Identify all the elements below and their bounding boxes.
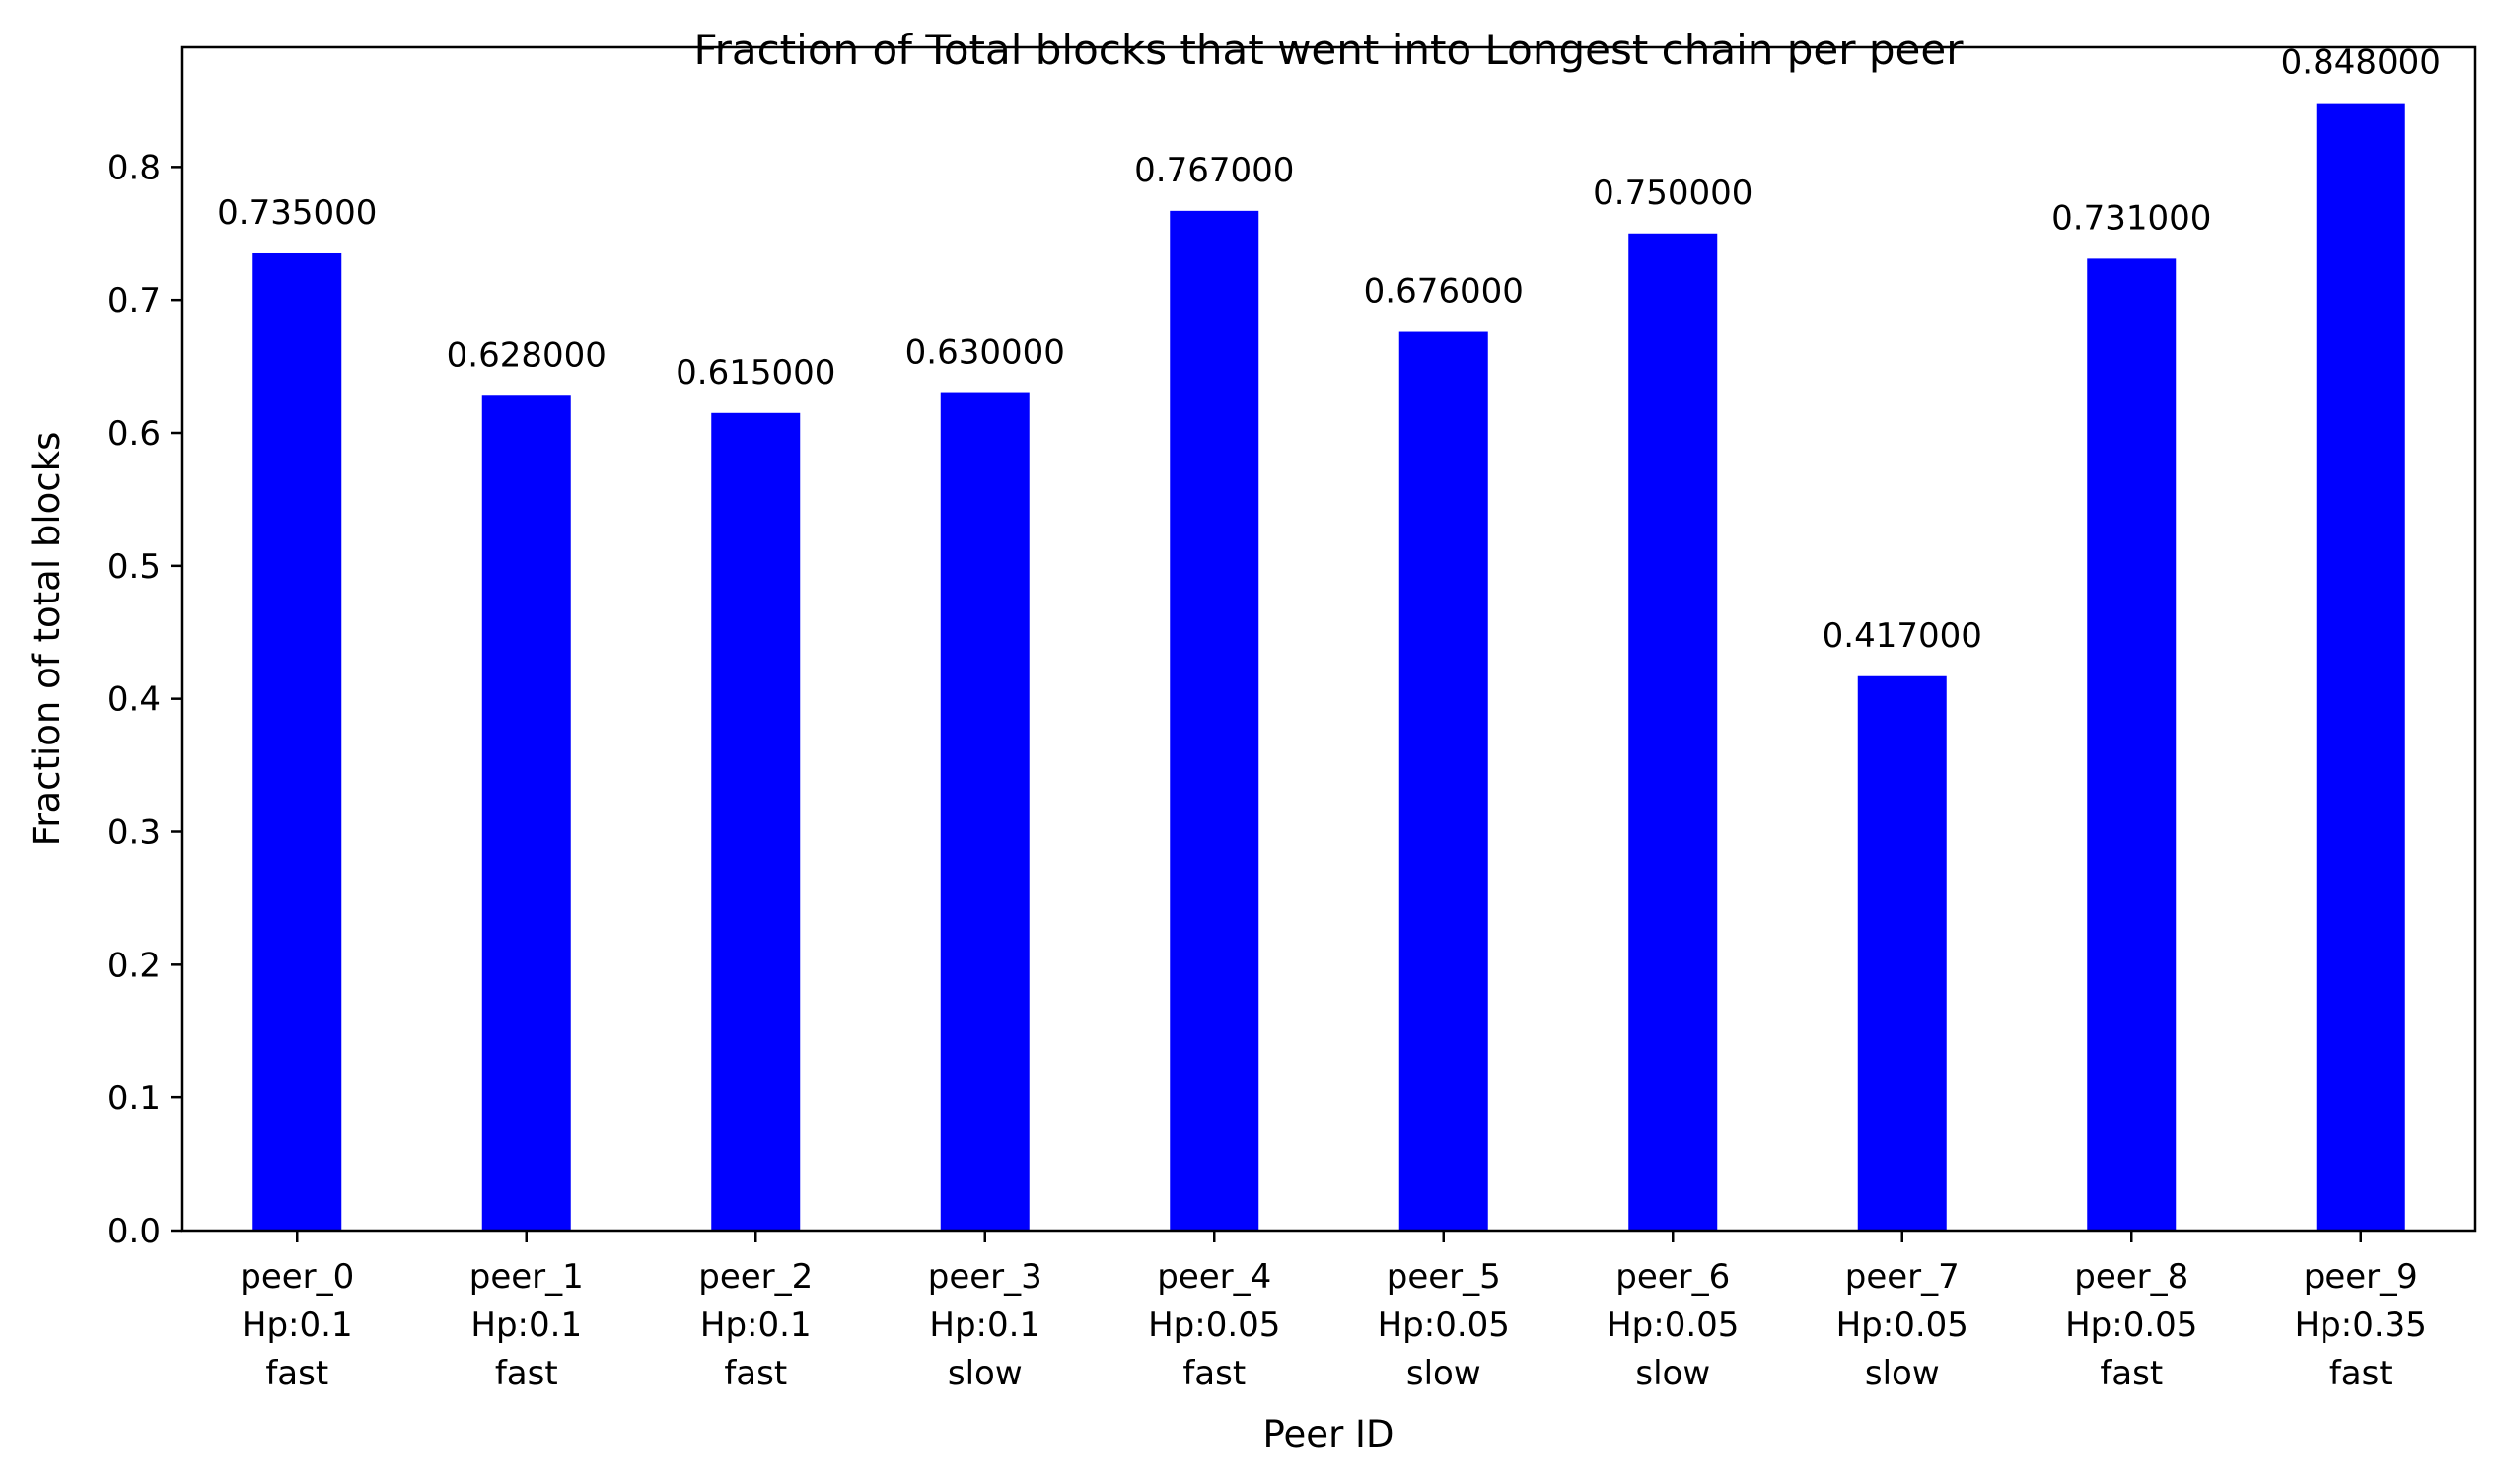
bar-6 xyxy=(1628,233,1718,1231)
x-tick-label-9-0: peer_9 xyxy=(2304,1257,2418,1297)
x-tick-label-2-0: peer_2 xyxy=(698,1257,813,1297)
data-label-3: 0.630000 xyxy=(905,333,1065,373)
y-tick-label-8: 0.8 xyxy=(107,148,161,187)
data-label-6: 0.750000 xyxy=(1593,174,1753,213)
bar-7 xyxy=(1857,675,1947,1231)
x-axis: peer_0 Hp:0.1 fast peer_1 Hp:0.1 fast peer_2 Hp… xyxy=(240,1231,2427,1393)
data-label-0: 0.735000 xyxy=(217,193,377,233)
x-tick-label-5-0: peer_5 xyxy=(1387,1257,1501,1297)
data-label-2: 0.615000 xyxy=(676,353,835,392)
bar-5 xyxy=(1398,331,1488,1232)
x-tick-label-3-1: Hp:0.1 xyxy=(929,1306,1040,1345)
x-tick-label-4-0: peer_4 xyxy=(1157,1257,1271,1297)
x-tick-label-0-2: fast xyxy=(265,1354,328,1393)
x-tick-label-2-2: fast xyxy=(724,1354,787,1393)
x-axis-label: Peer ID xyxy=(1263,1413,1395,1455)
y-axis-label: Fraction of total blocks xyxy=(26,432,68,847)
x-tick-label-6-1: Hp:0.05 xyxy=(1607,1306,1739,1345)
bar-8 xyxy=(2087,258,2177,1231)
x-tick-label-3-0: peer_3 xyxy=(928,1257,1042,1297)
chart-title: Fraction of Total blocks that went into … xyxy=(693,26,1964,74)
x-tick-label-0-1: Hp:0.1 xyxy=(242,1306,353,1345)
x-tick-label-1-2: fast xyxy=(495,1354,558,1393)
x-tick-label-9-1: Hp:0.35 xyxy=(2295,1306,2427,1345)
x-tick-label-8-2: fast xyxy=(2100,1354,2163,1393)
x-tick-label-0-0: peer_0 xyxy=(240,1257,354,1297)
y-tick-label-6: 0.6 xyxy=(107,414,161,454)
bar-1 xyxy=(481,395,571,1231)
x-tick-label-4-1: Hp:0.05 xyxy=(1148,1306,1280,1345)
data-label-9: 0.848000 xyxy=(2281,43,2441,83)
bars-layer xyxy=(252,103,2405,1232)
data-labels-layer: 0.735000 0.628000 0.615000 0.630000 0.767000… xyxy=(217,43,2441,656)
y-tick-label-3: 0.3 xyxy=(107,813,161,853)
x-tick-label-1-1: Hp:0.1 xyxy=(470,1306,582,1345)
x-tick-label-4-2: fast xyxy=(1182,1354,1246,1393)
y-tick-label-7: 0.7 xyxy=(107,281,161,320)
x-tick-label-8-1: Hp:0.05 xyxy=(2065,1306,2197,1345)
data-label-8: 0.731000 xyxy=(2051,198,2211,238)
y-axis: 0.0 0.1 0.2 0.3 0.4 0.5 0.6 0.7 0.8 xyxy=(107,148,182,1251)
bar-0 xyxy=(252,252,342,1231)
x-tick-label-9-2: fast xyxy=(2329,1354,2393,1393)
y-tick-label-2: 0.2 xyxy=(107,946,161,985)
x-tick-label-6-0: peer_6 xyxy=(1615,1257,1730,1297)
bar-4 xyxy=(1170,210,1259,1232)
y-tick-label-4: 0.4 xyxy=(107,680,161,720)
bar-9 xyxy=(2316,103,2405,1232)
x-tick-label-1-0: peer_1 xyxy=(469,1257,584,1297)
bar-2 xyxy=(711,412,801,1232)
x-tick-label-5-1: Hp:0.05 xyxy=(1378,1306,1510,1345)
x-tick-label-3-2: slow xyxy=(948,1354,1023,1393)
plot-frame xyxy=(180,45,2477,1233)
data-label-1: 0.628000 xyxy=(447,335,607,375)
x-tick-label-7-2: slow xyxy=(1865,1354,1940,1393)
data-label-5: 0.676000 xyxy=(1364,272,1524,312)
x-tick-label-7-1: Hp:0.05 xyxy=(1836,1306,1968,1345)
y-tick-label-0: 0.0 xyxy=(107,1212,161,1251)
x-tick-label-8-0: peer_8 xyxy=(2074,1257,2188,1297)
x-tick-label-5-2: slow xyxy=(1406,1354,1481,1393)
bar-3 xyxy=(940,392,1030,1232)
x-tick-label-6-2: slow xyxy=(1635,1354,1710,1393)
data-label-4: 0.767000 xyxy=(1134,151,1294,190)
y-tick-label-5: 0.5 xyxy=(107,547,161,587)
y-tick-label-1: 0.1 xyxy=(107,1079,161,1118)
data-label-7: 0.417000 xyxy=(1823,616,1982,656)
x-tick-label-7-0: peer_7 xyxy=(1845,1257,1960,1297)
x-tick-label-2-1: Hp:0.1 xyxy=(700,1306,812,1345)
